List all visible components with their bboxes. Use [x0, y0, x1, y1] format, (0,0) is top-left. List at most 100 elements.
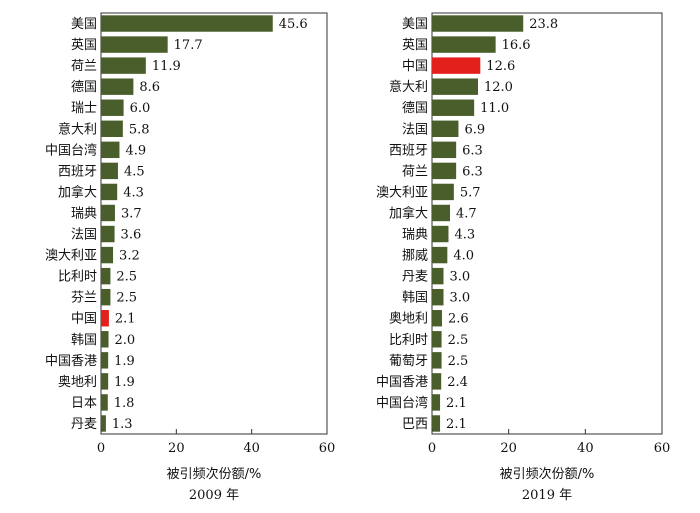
left-panel-value-label: 2.1 [115, 312, 136, 327]
right-panel-value-label: 5.7 [460, 185, 481, 200]
right-panel-x-tick-label: 60 [654, 441, 671, 456]
left-panel-value-label: 45.6 [279, 17, 308, 32]
left-panel-category-label: 中国 [71, 312, 97, 327]
right-panel-bar [432, 331, 442, 348]
left-panel-category-label: 瑞典 [71, 206, 97, 221]
left-panel-value-label: 17.7 [174, 38, 203, 53]
right-panel-bar [432, 36, 496, 53]
left-panel-category-label: 中国台湾 [45, 142, 97, 158]
left-panel-bar [101, 141, 120, 159]
right-panel-category-label: 巴西 [402, 417, 428, 432]
right-panel-bar [432, 99, 475, 116]
left-panel-value-label: 1.9 [114, 354, 135, 369]
right-panel-bar [432, 183, 454, 201]
left-panel-category-label: 西班牙 [58, 164, 97, 179]
right-panel-category-label: 中国 [402, 59, 428, 74]
right-panel-bar [432, 373, 442, 390]
left-panel-bar [101, 15, 273, 32]
right-panel-value-label: 2.1 [446, 396, 467, 411]
left-panel-value-label: 4.5 [124, 164, 145, 179]
left-panel-x-axis-title: 被引频次份额/% [167, 466, 262, 482]
right-panel-x-tick-label: 20 [500, 441, 517, 456]
left-panel-x-tick-label: 20 [168, 441, 185, 456]
left-panel-category-label: 英国 [71, 38, 97, 53]
right-panel-bar [432, 141, 457, 159]
right-panel-category-label: 葡萄牙 [389, 354, 428, 369]
right-panel-value-label: 2.5 [448, 333, 469, 348]
left-panel-bar [101, 183, 118, 201]
left-panel-value-label: 1.9 [114, 375, 135, 390]
left-panel-value-label: 3.2 [119, 249, 140, 264]
right-panel-value-label: 4.7 [456, 206, 477, 221]
left-panel-bar [101, 267, 111, 285]
left-panel-category-label: 芬兰 [71, 291, 97, 306]
right-panel-category-label: 中国香港 [376, 375, 428, 390]
left-panel-bar [101, 394, 108, 411]
right-panel-bar [432, 78, 478, 95]
left-panel-value-label: 11.9 [152, 59, 181, 74]
left-panel-x-tick-label: 40 [243, 441, 260, 456]
left-panel-category-label: 意大利 [58, 121, 97, 137]
left-panel-category-label: 比利时 [58, 270, 97, 285]
left-panel-bar [101, 310, 109, 327]
left-panel-category-label: 中国香港 [45, 354, 97, 369]
left-panel-value-label: 1.3 [112, 417, 133, 432]
right-panel-bar [432, 15, 524, 32]
right-panel-year-label: 2019 年 [522, 488, 572, 503]
right-panel-category-label: 韩国 [402, 291, 428, 306]
left-panel-value-label: 1.8 [114, 396, 135, 411]
left-panel-value-label: 2.0 [115, 333, 136, 348]
right-panel-bar [432, 204, 451, 222]
left-panel-bar [101, 373, 109, 390]
right-panel-value-label: 3.0 [450, 270, 471, 285]
right-panel-value-label: 2.4 [447, 375, 468, 390]
left-panel-bar [101, 162, 118, 180]
left-panel-category-label: 法国 [71, 228, 97, 243]
left-panel-value-label: 8.6 [139, 80, 160, 95]
left-panel-bar [101, 246, 114, 264]
right-panel-value-label: 6.3 [462, 164, 483, 179]
left-panel-category-label: 瑞士 [71, 101, 97, 116]
right-panel-category-label: 美国 [402, 17, 428, 32]
left-panel-x-tick-label: 60 [319, 441, 336, 456]
right-panel-value-label: 16.6 [502, 38, 531, 53]
left-panel-bar [101, 36, 168, 53]
left-panel-value-label: 4.3 [123, 185, 144, 200]
left-panel-bar [101, 331, 109, 348]
left-panel-bar [101, 352, 109, 369]
left-panel-bar [101, 78, 134, 95]
right-panel-frame [431, 12, 663, 435]
right-panel-bar [432, 120, 459, 137]
right-panel-category-label: 瑞典 [402, 228, 428, 243]
right-panel-value-label: 6.3 [462, 143, 483, 158]
left-panel-year-label: 2009 年 [189, 488, 239, 503]
right-panel-bar [432, 57, 481, 74]
left-panel-bar [101, 99, 124, 116]
right-panel-category-label: 意大利 [389, 79, 428, 95]
left-panel-category-label: 日本 [71, 396, 97, 411]
right-panel-bar [432, 225, 449, 243]
right-panel-category-label: 丹麦 [402, 270, 428, 285]
right-panel-category-label: 加拿大 [389, 205, 428, 221]
left-panel-category-label: 德国 [71, 80, 97, 95]
left-panel-value-label: 2.5 [116, 270, 137, 285]
left-panel-category-label: 荷兰 [71, 59, 97, 74]
right-panel-bar [432, 352, 442, 369]
left-panel-bar [101, 120, 123, 137]
right-panel-value-label: 4.3 [454, 228, 475, 243]
right-panel-bar [432, 162, 457, 180]
right-panel-bar [432, 246, 448, 264]
right-panel-bar [432, 394, 441, 411]
right-panel-value-label: 12.0 [484, 80, 513, 95]
left-panel-value-label: 4.9 [125, 143, 146, 158]
right-panel-value-label: 3.0 [450, 291, 471, 306]
left-panel-value-label: 3.7 [121, 206, 142, 221]
right-panel-category-label: 比利时 [389, 333, 428, 348]
right-panel-value-label: 12.6 [486, 59, 515, 74]
left-panel-x-tick-label: 0 [97, 441, 105, 456]
left-panel-bar [101, 57, 146, 74]
right-panel-category-label: 法国 [402, 122, 428, 137]
left-panel-category-label: 美国 [71, 17, 97, 32]
left-panel-category-label: 奥地利 [58, 375, 97, 390]
